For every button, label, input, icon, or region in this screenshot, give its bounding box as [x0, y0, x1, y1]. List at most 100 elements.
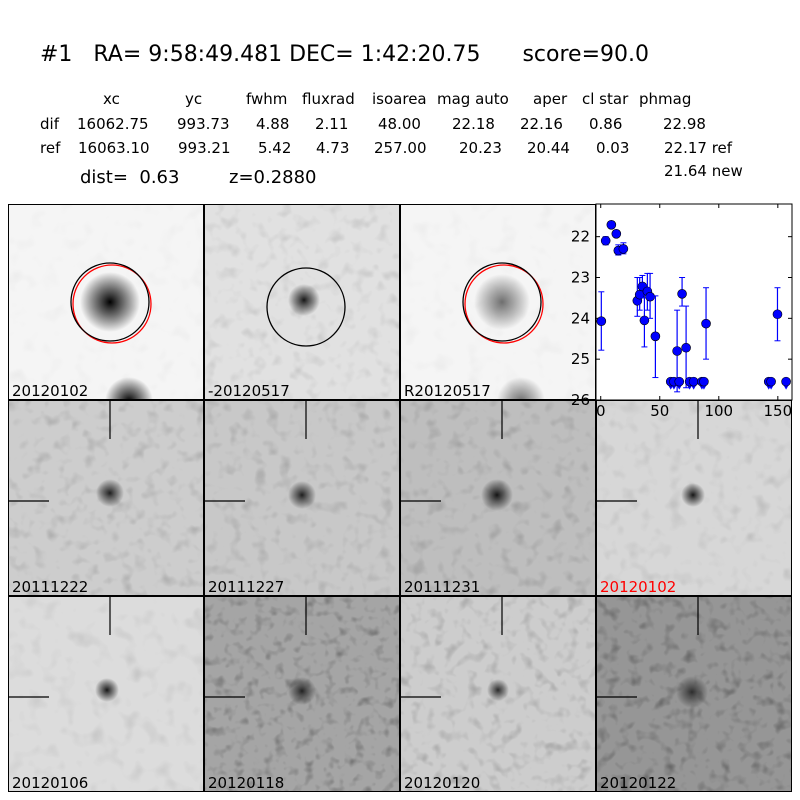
data-point: [645, 291, 655, 302]
table-cell: 16063.10: [78, 139, 150, 157]
source-blob: [96, 479, 124, 507]
panel-date-label: 20111227: [208, 578, 285, 596]
column-header: phmag: [639, 90, 692, 108]
panel-date-label: 20111231: [404, 578, 481, 596]
source-blob: [481, 479, 513, 511]
panel-date-label: R20120517: [404, 382, 491, 400]
column-header: mag auto: [437, 90, 509, 108]
source-blob: [288, 284, 320, 316]
data-point: [650, 331, 661, 342]
cutout-panel: 20120118: [204, 596, 400, 792]
data-point: [600, 235, 611, 246]
panel-date-label: -20120517: [208, 382, 290, 400]
upper-limit-point: [674, 376, 685, 387]
cutout-panel: R20120517: [400, 204, 596, 400]
aperture-circle: [266, 267, 346, 347]
table-cell: 22.16: [520, 115, 563, 133]
new-mag-text: 21.64 new: [664, 162, 743, 180]
table-cell: 48.00: [378, 115, 421, 133]
table-cell: 22.98: [663, 115, 706, 133]
cutout-panel: 20120106: [8, 596, 204, 792]
panel-date-label: 20120122: [600, 774, 677, 792]
column-header: isoarea: [372, 90, 427, 108]
y-tick-label: 24: [571, 309, 590, 327]
upper-limit-point: [688, 376, 699, 387]
source-blob: [681, 483, 705, 507]
source-blob: [80, 272, 140, 332]
column-header: yc: [185, 90, 203, 108]
plot-frame: [595, 203, 793, 401]
table-cell: 257.00: [374, 139, 427, 157]
data-point: [618, 244, 629, 254]
light-curve-chart: 0 50 100 150 22 23 24 25 26: [571, 203, 793, 420]
y-tick-label: 26: [571, 391, 590, 409]
row-label: ref: [40, 139, 61, 157]
table-cell: 4.73: [316, 139, 350, 157]
data-point: [681, 342, 691, 353]
cutout-panel: 20120122: [596, 596, 792, 792]
table-cell: 16062.75: [77, 115, 149, 133]
aperture-circle: [70, 262, 150, 342]
panel-date-label: 20120118: [208, 774, 285, 792]
cutout-panel: 20120120: [400, 596, 596, 792]
table-cell: 0.86: [589, 115, 623, 133]
cutout-panel: 20111231: [400, 400, 596, 596]
data-point: [606, 220, 617, 230]
panel-date-label: 20111222: [12, 578, 89, 596]
upper-limit-point: [766, 376, 776, 387]
cutout-panel: 20111222: [8, 400, 204, 596]
distance-text: dist= 0.63: [80, 167, 180, 188]
table-cell: 5.42: [258, 139, 292, 157]
x-tick-label: 150: [764, 402, 793, 420]
y-tick-label: 23: [571, 269, 590, 287]
data-point: [639, 315, 650, 326]
data-point: [596, 316, 607, 326]
table-cell: 993.73: [177, 115, 230, 133]
data-point: [701, 318, 711, 329]
table-cell: 993.21: [178, 139, 231, 157]
data-point: [772, 309, 783, 320]
table-cell: 20.44: [527, 139, 570, 157]
column-header: xc: [103, 90, 120, 108]
aperture-circle: [462, 262, 542, 342]
cutout-panel: 20111227: [204, 400, 400, 596]
y-tick-label: 22: [571, 228, 590, 246]
source-blob: [487, 679, 509, 701]
source-blob: [95, 678, 119, 702]
source-blob: [288, 677, 316, 705]
ref-aperture-circle: [464, 264, 544, 344]
upper-limit-point: [699, 376, 709, 387]
y-tick-label: 25: [571, 350, 590, 368]
table-cell: 22.18: [452, 115, 495, 133]
row-label: dif: [40, 115, 59, 133]
x-tick-label: 100: [704, 402, 733, 420]
table-cell: 2.11: [315, 115, 349, 133]
column-header: fwhm: [246, 90, 288, 108]
table-cell: 4.88: [256, 115, 290, 133]
source-blob: [676, 676, 708, 708]
x-tick-label: 50: [650, 402, 669, 420]
data-point: [611, 229, 622, 239]
column-header: fluxrad: [302, 90, 355, 108]
column-header: cl star: [582, 90, 629, 108]
panel-date-label: 20120120: [404, 774, 481, 792]
panel-date-label: 20120102: [12, 382, 89, 400]
source-blob: [288, 481, 316, 509]
panel-date-label: 20120102: [600, 578, 677, 596]
table-cell: 22.17 ref: [664, 139, 733, 157]
candidate-title: #1 RA= 9:58:49.481 DEC= 1:42:20.75 score…: [40, 42, 649, 67]
data-point: [672, 346, 682, 356]
upper-limit-point: [781, 376, 791, 387]
table-cell: 20.23: [459, 139, 502, 157]
panel-date-label: 20120106: [12, 774, 89, 792]
column-header: aper: [533, 90, 568, 108]
ref-aperture-circle: [72, 264, 152, 344]
cutout-panel: 20120102: [596, 400, 792, 596]
cutout-panel: 20120102: [8, 204, 204, 400]
x-tick-label: 0: [596, 402, 606, 420]
cutout-panel: -20120517: [204, 204, 400, 400]
source-blob: [474, 274, 530, 330]
data-point: [677, 289, 687, 299]
table-cell: 0.03: [596, 139, 630, 157]
redshift-text: z=0.2880: [229, 167, 317, 188]
